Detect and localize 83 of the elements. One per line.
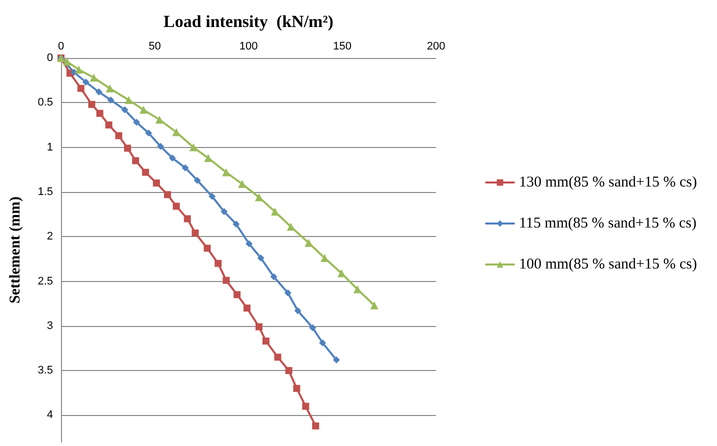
- point: [107, 96, 114, 104]
- y-tick-label: 2: [46, 230, 53, 243]
- point: [168, 154, 176, 162]
- x-tick-label: 100: [239, 40, 258, 52]
- point: [155, 116, 164, 124]
- y-tick-label: 4: [46, 409, 53, 422]
- point: [332, 356, 340, 364]
- point: [194, 176, 201, 184]
- point: [204, 244, 211, 252]
- point: [164, 191, 171, 198]
- point: [262, 338, 270, 345]
- point: [222, 276, 230, 284]
- point: [238, 180, 246, 188]
- x-tick-label: 0: [58, 40, 64, 52]
- point: [145, 130, 152, 137]
- point: [115, 132, 122, 140]
- point: [140, 106, 148, 114]
- x-axis-title: Load intensity (kN/m²): [164, 12, 334, 31]
- point: [82, 78, 90, 86]
- point: [106, 84, 114, 92]
- point: [105, 121, 112, 128]
- legend-label: 100 mm(85 % sand+15 % cs): [518, 256, 698, 272]
- point: [256, 323, 262, 330]
- legend-label: 115 mm(85 % sand+15 % cs): [518, 216, 696, 232]
- legend-label: 130 mm(85 % sand+15 % cs): [518, 174, 698, 190]
- point: [284, 289, 292, 296]
- point: [270, 273, 278, 280]
- point: [222, 168, 230, 176]
- point: [270, 208, 279, 216]
- point: [309, 324, 316, 332]
- point: [184, 215, 191, 222]
- point: [63, 58, 71, 66]
- point: [172, 128, 180, 136]
- point: [338, 269, 346, 278]
- point: [74, 66, 83, 74]
- point: [132, 157, 140, 164]
- point: [152, 180, 160, 187]
- y-axis-title: Settlement (mm): [8, 196, 24, 304]
- point: [286, 222, 295, 231]
- point: [172, 202, 180, 210]
- point: [88, 100, 96, 108]
- point: [232, 220, 240, 228]
- y-tick-label: 0: [46, 52, 53, 64]
- point: [234, 291, 241, 298]
- x-tick-label: 150: [333, 40, 352, 52]
- point: [302, 402, 310, 410]
- point: [157, 142, 164, 150]
- point: [220, 208, 228, 216]
- x-tick-label: 50: [148, 40, 161, 52]
- point: [208, 192, 216, 200]
- point: [255, 193, 263, 202]
- y-tick-label: 2.5: [38, 275, 53, 288]
- point: [244, 304, 250, 312]
- y-tick-label: 3: [46, 320, 53, 332]
- point: [90, 74, 98, 82]
- point: [182, 164, 189, 172]
- point: [312, 422, 320, 430]
- point: [96, 110, 104, 117]
- point: [204, 154, 212, 162]
- point: [121, 106, 128, 114]
- point: [124, 144, 132, 152]
- point: [293, 384, 300, 392]
- point: [214, 260, 222, 267]
- point: [95, 88, 102, 96]
- y-tick-label: 1.5: [38, 186, 53, 198]
- point: [77, 84, 84, 92]
- point: [133, 118, 140, 126]
- point: [274, 354, 282, 361]
- point: [370, 301, 378, 310]
- y-tick-label: 0.5: [38, 96, 53, 109]
- point: [294, 307, 302, 314]
- y-tick-label: 1: [46, 141, 53, 154]
- point: [319, 339, 326, 346]
- x-tick-label: 200: [426, 40, 446, 52]
- y-tick-label: 3.5: [38, 364, 53, 377]
- point: [124, 96, 133, 104]
- point: [246, 240, 253, 248]
- point: [192, 230, 199, 237]
- point: [353, 285, 362, 294]
- point: [189, 143, 198, 152]
- point: [257, 254, 264, 262]
- point: [285, 367, 292, 374]
- point: [142, 168, 150, 176]
